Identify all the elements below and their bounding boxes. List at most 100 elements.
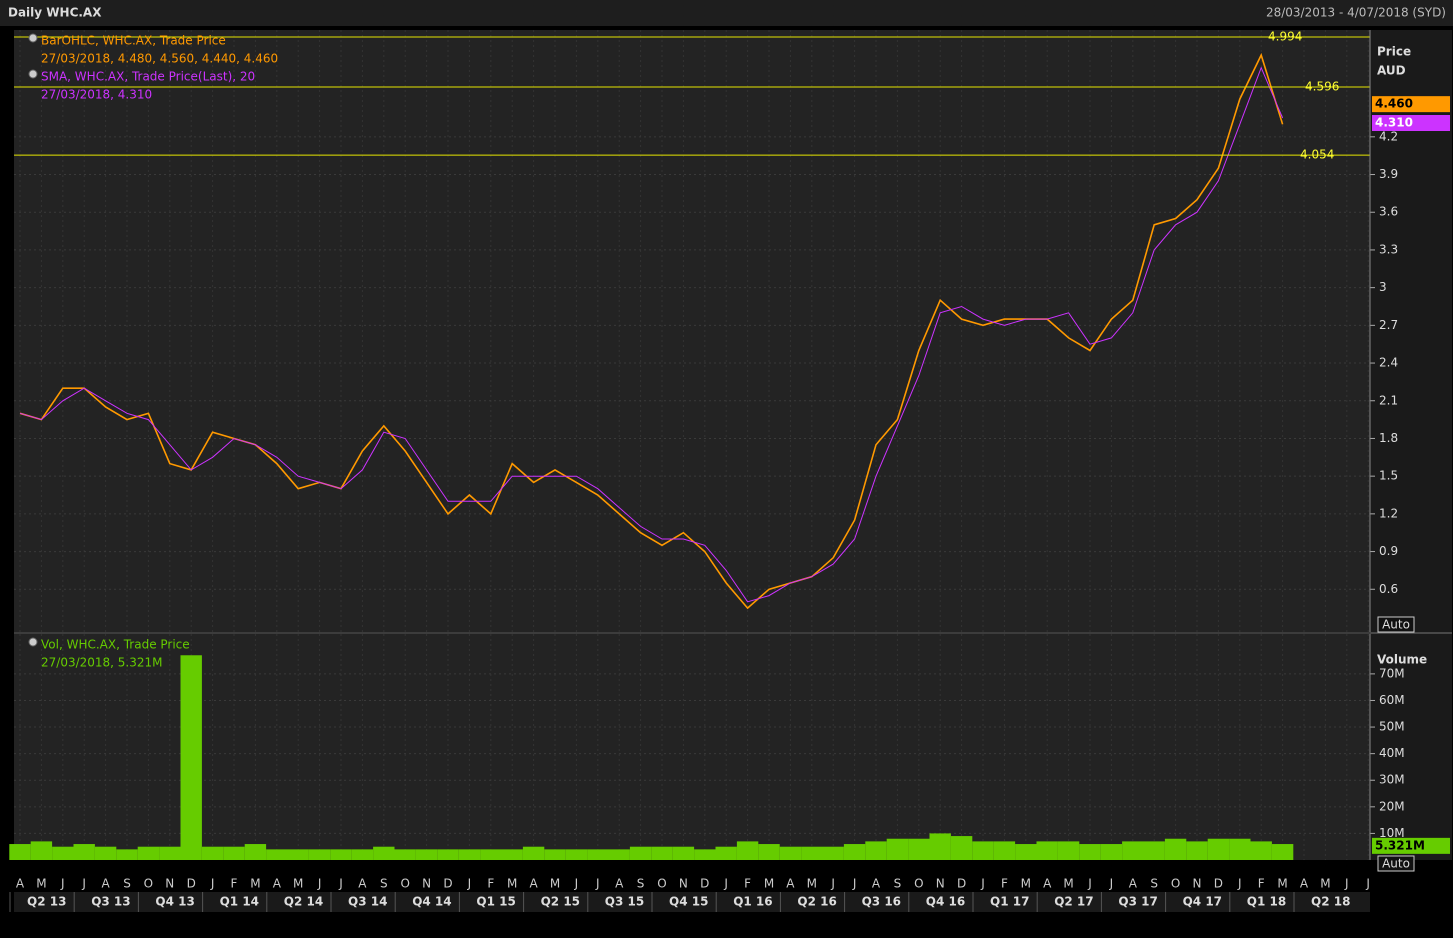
x-tick-label: M bbox=[36, 877, 46, 891]
volume-bar bbox=[865, 841, 887, 860]
x-tick-label: O bbox=[400, 877, 409, 891]
volume-bar bbox=[1079, 844, 1101, 860]
x-tick-label: J bbox=[467, 877, 472, 891]
x-tick-label: N bbox=[1193, 877, 1202, 891]
volume-bar bbox=[94, 846, 117, 860]
volume-bar bbox=[1036, 841, 1058, 860]
volume-panel bbox=[14, 634, 1370, 860]
x-tick-label: A bbox=[872, 877, 881, 891]
x-tick-label: F bbox=[1001, 877, 1008, 891]
x-tick-label: S bbox=[637, 877, 645, 891]
volume-bar bbox=[972, 841, 994, 860]
x-tick-label: J bbox=[852, 877, 857, 891]
volume-bar bbox=[950, 836, 973, 860]
header-bar bbox=[0, 0, 1453, 26]
y-tick-label: 1.5 bbox=[1379, 469, 1398, 483]
legend-icon bbox=[28, 69, 38, 79]
volume-bar bbox=[458, 849, 481, 860]
x-tick-label: A bbox=[615, 877, 624, 891]
volume-bar bbox=[694, 849, 716, 860]
x-tick-label: M bbox=[507, 877, 517, 891]
price-panel bbox=[14, 30, 1370, 632]
quarter-label: Q1 17 bbox=[990, 895, 1029, 909]
y-tick-label: 3.9 bbox=[1379, 167, 1398, 181]
last-value-tag bbox=[1372, 837, 1450, 854]
price-line bbox=[19, 66, 1284, 603]
volume-bar bbox=[501, 849, 523, 860]
x-tick-label: N bbox=[936, 877, 945, 891]
autoscale-button[interactable] bbox=[1377, 616, 1415, 633]
volume-bar bbox=[565, 849, 588, 860]
quarter-label: Q4 17 bbox=[1183, 895, 1222, 909]
y-tick-label: 10M bbox=[1379, 826, 1405, 840]
volume-bar bbox=[908, 838, 930, 860]
volume-bar bbox=[351, 849, 374, 860]
x-tick-label: J bbox=[317, 877, 322, 891]
x-tick-label: F bbox=[744, 877, 751, 891]
x-tick-label: A bbox=[1043, 877, 1052, 891]
volume-bar bbox=[330, 849, 352, 860]
x-tick-label: M bbox=[550, 877, 560, 891]
x-tick-label: D bbox=[700, 877, 709, 891]
autoscale-label[interactable]: Auto bbox=[1382, 618, 1410, 632]
reference-label: 4.596 bbox=[1305, 80, 1339, 94]
x-tick-label: A bbox=[273, 877, 282, 891]
quarter-label: Q2 18 bbox=[1311, 895, 1350, 909]
x-tick-label: M bbox=[807, 877, 817, 891]
volume-bar bbox=[758, 844, 780, 860]
axis-panel bbox=[1370, 30, 1452, 860]
y-tick-label: 30M bbox=[1379, 773, 1405, 787]
quarter-label: Q3 14 bbox=[348, 895, 387, 909]
volume-bar bbox=[629, 846, 652, 860]
x-tick-label: D bbox=[187, 877, 196, 891]
last-value-label: 4.310 bbox=[1375, 116, 1413, 130]
autoscale-label[interactable]: Auto bbox=[1382, 857, 1410, 871]
x-tick-label: J bbox=[574, 877, 579, 891]
volume-bar bbox=[801, 846, 823, 860]
x-tick-label: M bbox=[293, 877, 303, 891]
x-tick-label: O bbox=[1171, 877, 1180, 891]
x-tick-label: M bbox=[1021, 877, 1031, 891]
volume-bar bbox=[244, 844, 267, 860]
quarter-label: Q1 18 bbox=[1247, 895, 1286, 909]
x-tick-label: J bbox=[1087, 877, 1092, 891]
volume-bar bbox=[223, 846, 245, 860]
volume-bar bbox=[1122, 841, 1144, 860]
x-tick-label: F bbox=[487, 877, 494, 891]
x-tick-label: J bbox=[338, 877, 343, 891]
x-tick-label: N bbox=[422, 877, 431, 891]
chart-title: Daily WHC.AX bbox=[8, 6, 102, 20]
x-tick-label: N bbox=[679, 877, 688, 891]
y-tick-label: 1.2 bbox=[1379, 506, 1398, 520]
volume-bar bbox=[116, 849, 138, 860]
x-tick-label: F bbox=[1258, 877, 1265, 891]
volume-bar bbox=[394, 849, 416, 860]
quarter-label: Q3 16 bbox=[862, 895, 901, 909]
x-tick-label: A bbox=[529, 877, 538, 891]
x-tick-label: J bbox=[723, 877, 728, 891]
x-tick-label: O bbox=[914, 877, 923, 891]
volume-bar bbox=[736, 841, 759, 860]
date-range: 28/03/2013 - 4/07/2018 (SYD) bbox=[1266, 6, 1446, 20]
volume-bar bbox=[1100, 844, 1123, 860]
y-axis-unit: AUD bbox=[1377, 64, 1406, 78]
y-tick-label: 3.3 bbox=[1379, 242, 1398, 256]
quarter-label: Q3 17 bbox=[1118, 895, 1157, 909]
autoscale-button[interactable] bbox=[1377, 855, 1415, 872]
volume-bar bbox=[1271, 844, 1294, 860]
volume-bar bbox=[437, 849, 459, 860]
x-tick-label: J bbox=[1237, 877, 1242, 891]
volume-bar bbox=[1057, 841, 1080, 860]
x-tick-label: F bbox=[231, 877, 238, 891]
quarter-label: Q3 15 bbox=[605, 895, 644, 909]
volume-bar bbox=[137, 846, 160, 860]
x-tick-label: A bbox=[1300, 877, 1309, 891]
volume-bar bbox=[1015, 844, 1037, 860]
x-tick-label: J bbox=[81, 877, 86, 891]
x-tick-label: S bbox=[1150, 877, 1158, 891]
volume-bar bbox=[715, 846, 737, 860]
volume-bar bbox=[886, 838, 909, 860]
legend-detail: 27/03/2018, 4.310 bbox=[41, 88, 152, 102]
y-tick-label: 50M bbox=[1379, 720, 1405, 734]
y-tick-label: 3 bbox=[1379, 280, 1387, 294]
